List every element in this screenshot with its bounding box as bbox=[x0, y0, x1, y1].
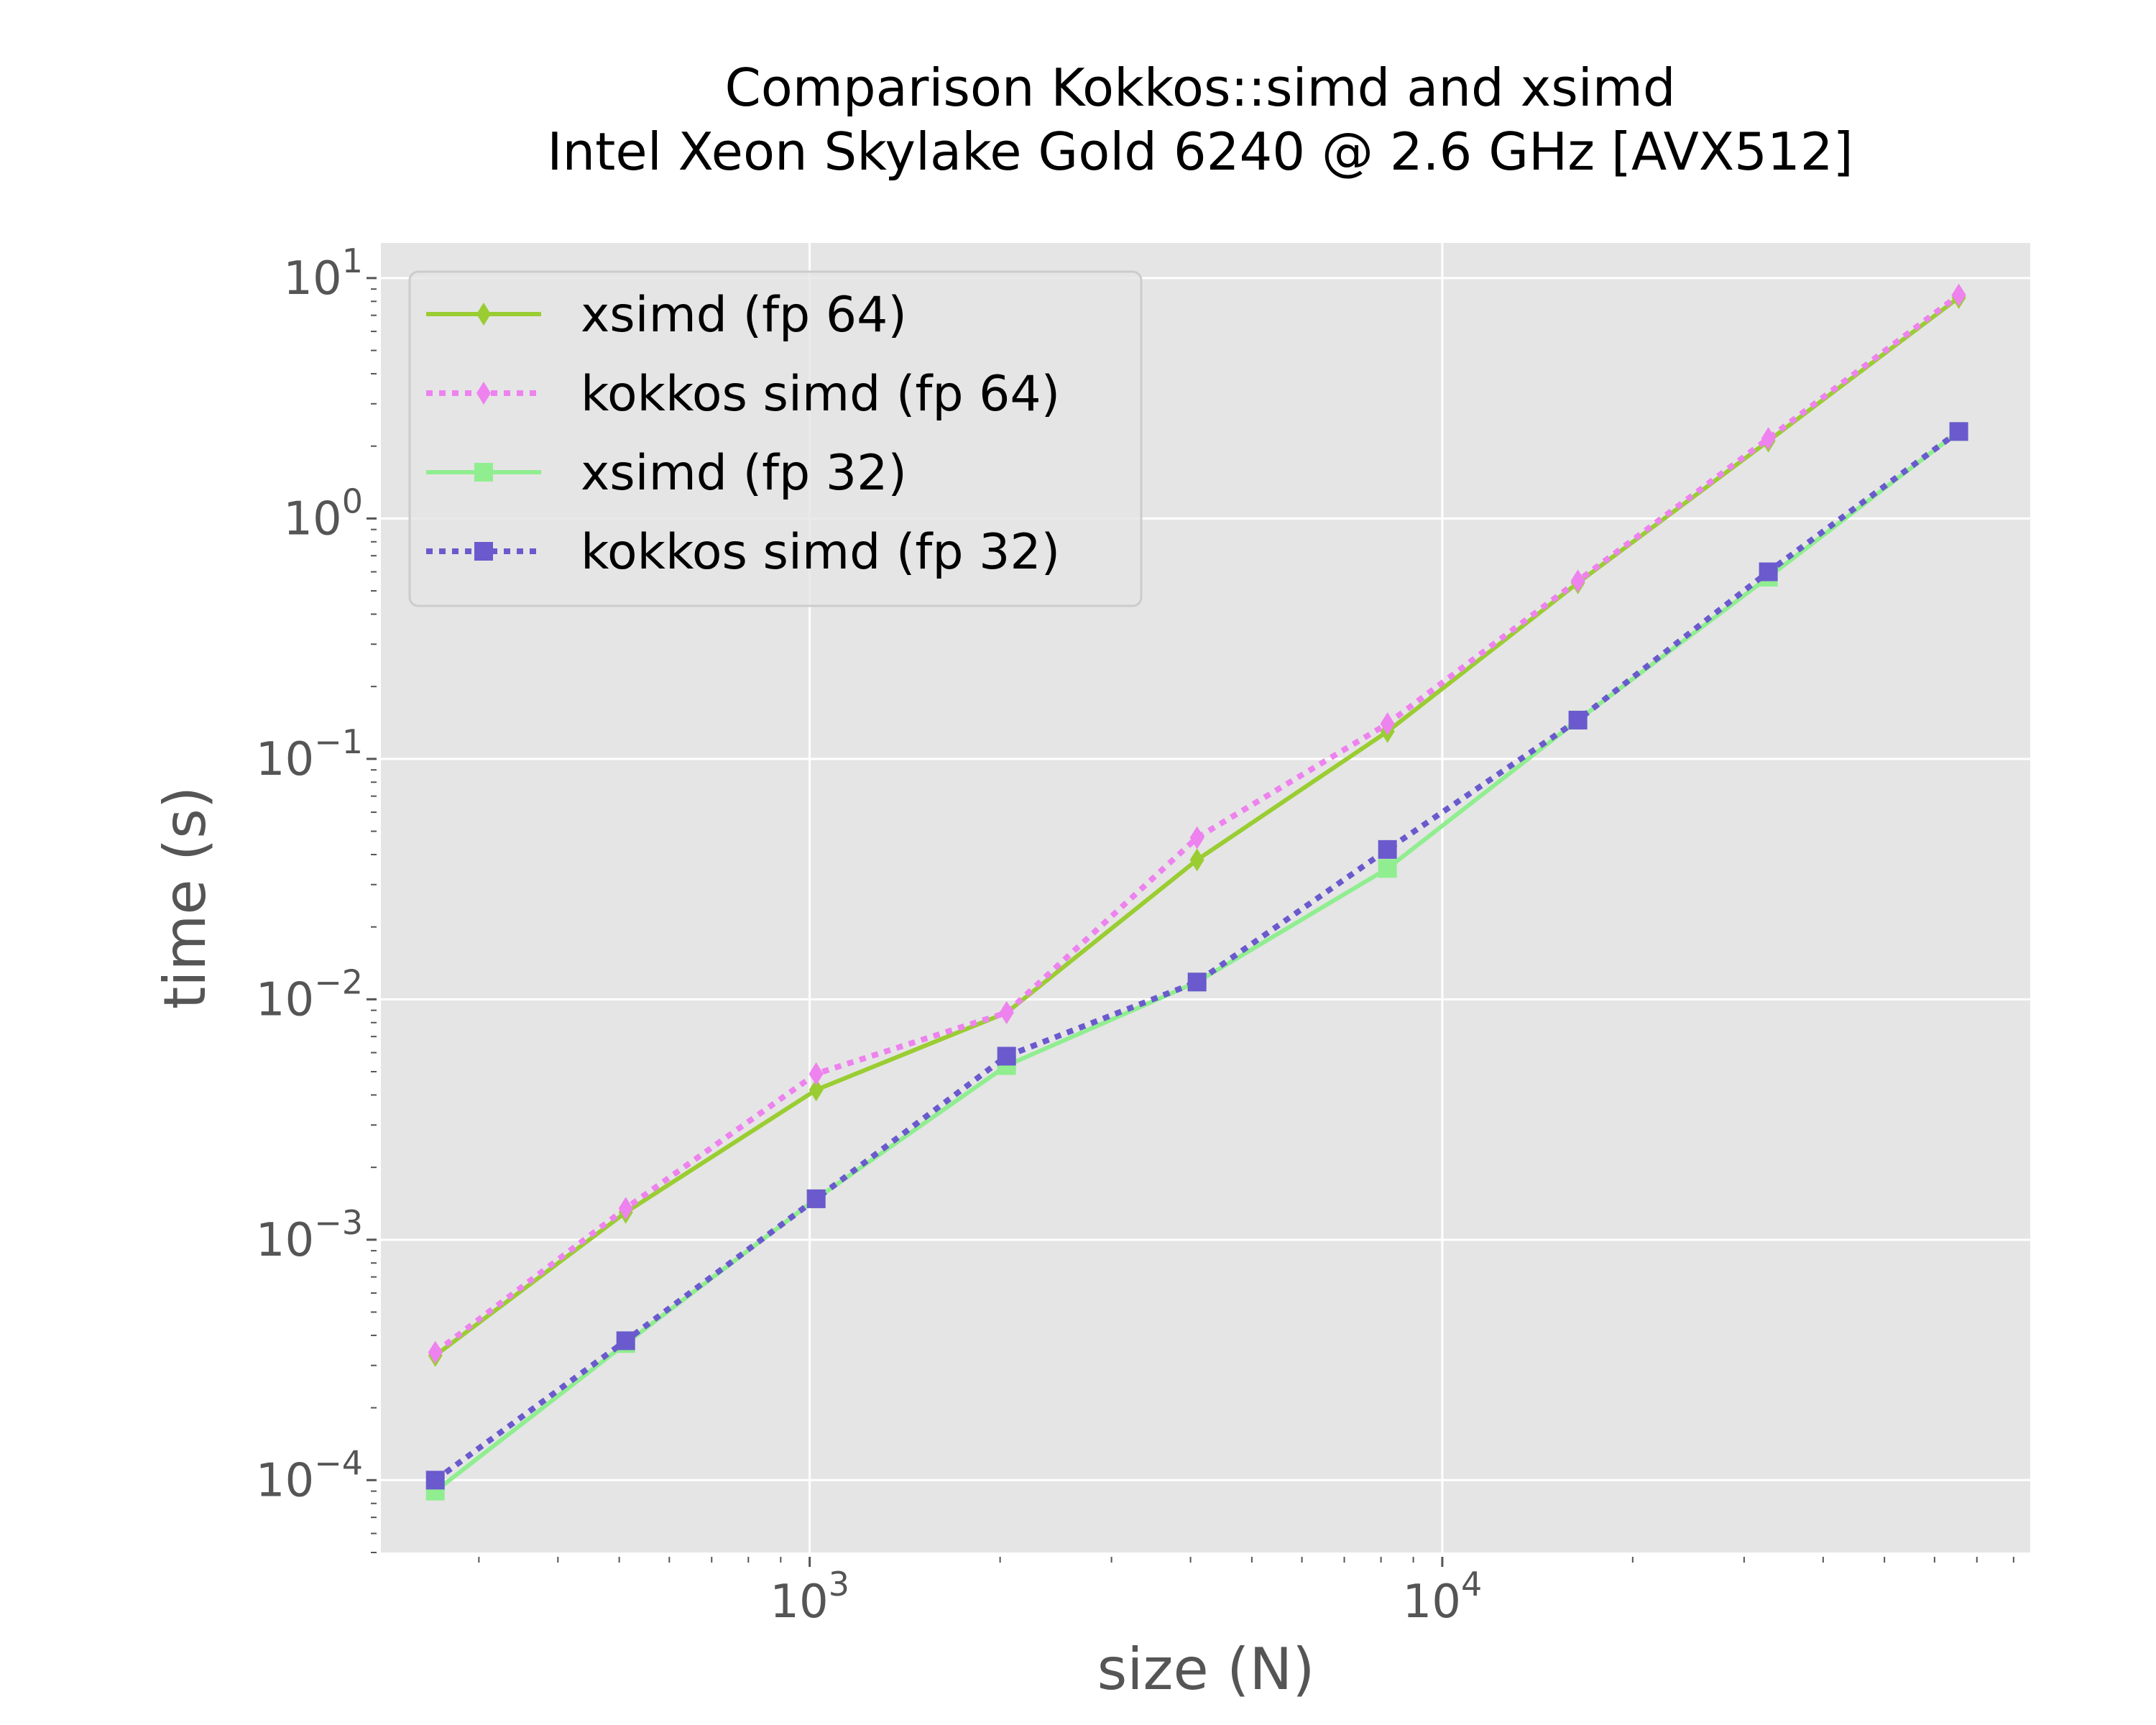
chart-title-line-2: Intel Xeon Skylake Gold 6240 @ 2.6 GHz [… bbox=[547, 121, 1853, 182]
data-point bbox=[1568, 710, 1588, 730]
legend-marker bbox=[474, 542, 493, 561]
y-tick-label: 101 bbox=[283, 242, 363, 305]
data-point bbox=[1189, 826, 1204, 850]
data-point bbox=[618, 1197, 633, 1220]
data-point bbox=[1759, 562, 1778, 581]
data-point bbox=[1378, 840, 1397, 859]
data-point bbox=[1570, 569, 1585, 593]
legend-box bbox=[408, 270, 1143, 607]
chart-title-line-1: Comparison Kokkos::simd and xsimd bbox=[724, 58, 1675, 118]
legend-label: kokkos simd (fp 32) bbox=[581, 524, 1060, 581]
series-line bbox=[433, 293, 1961, 1355]
data-point bbox=[1380, 712, 1395, 735]
legend-marker bbox=[474, 463, 493, 482]
data-point bbox=[1949, 422, 1968, 441]
y-tick-label: 10−4 bbox=[256, 1443, 363, 1507]
legend-marker bbox=[476, 382, 491, 405]
legend-marker bbox=[476, 303, 491, 326]
x-tick-label: 104 bbox=[1403, 1565, 1483, 1629]
x-tick-label: 103 bbox=[770, 1565, 849, 1629]
series-3 bbox=[425, 422, 1968, 1490]
data-point bbox=[1189, 848, 1204, 872]
data-point bbox=[997, 1046, 1016, 1066]
legend-label: xsimd (fp 32) bbox=[581, 445, 907, 502]
data-point bbox=[1187, 972, 1207, 992]
legend-label: xsimd (fp 64) bbox=[581, 287, 907, 344]
data-point bbox=[1378, 859, 1397, 878]
y-tick-label: 10−3 bbox=[256, 1203, 363, 1267]
x-axis-label: size (N) bbox=[1097, 1636, 1315, 1703]
data-point bbox=[806, 1189, 826, 1208]
data-point bbox=[428, 1340, 443, 1364]
legend-label: kokkos simd (fp 64) bbox=[581, 366, 1060, 423]
tick-labels: 103 104 101 100 10−1 10−2 10−3 10−4 bbox=[256, 242, 1482, 1629]
data-point bbox=[616, 1331, 635, 1351]
data-point bbox=[425, 1471, 445, 1490]
data-point bbox=[1761, 427, 1776, 451]
y-tick-label: 10−2 bbox=[256, 962, 363, 1026]
data-point bbox=[808, 1078, 824, 1102]
y-axis-label: time (s) bbox=[152, 786, 218, 1009]
data-point bbox=[808, 1062, 824, 1085]
series-layer bbox=[425, 283, 1968, 1501]
y-tick-label: 100 bbox=[283, 482, 363, 546]
minor-ticks bbox=[367, 277, 2014, 1567]
data-point bbox=[999, 1000, 1014, 1024]
y-tick-label: 10−1 bbox=[256, 722, 363, 786]
legend: xsimd (fp 64) kokkos simd (fp 64) xsimd (f… bbox=[408, 270, 1143, 607]
series-1 bbox=[428, 283, 1966, 1364]
data-point bbox=[1951, 283, 1966, 307]
series-line bbox=[433, 429, 1961, 1483]
